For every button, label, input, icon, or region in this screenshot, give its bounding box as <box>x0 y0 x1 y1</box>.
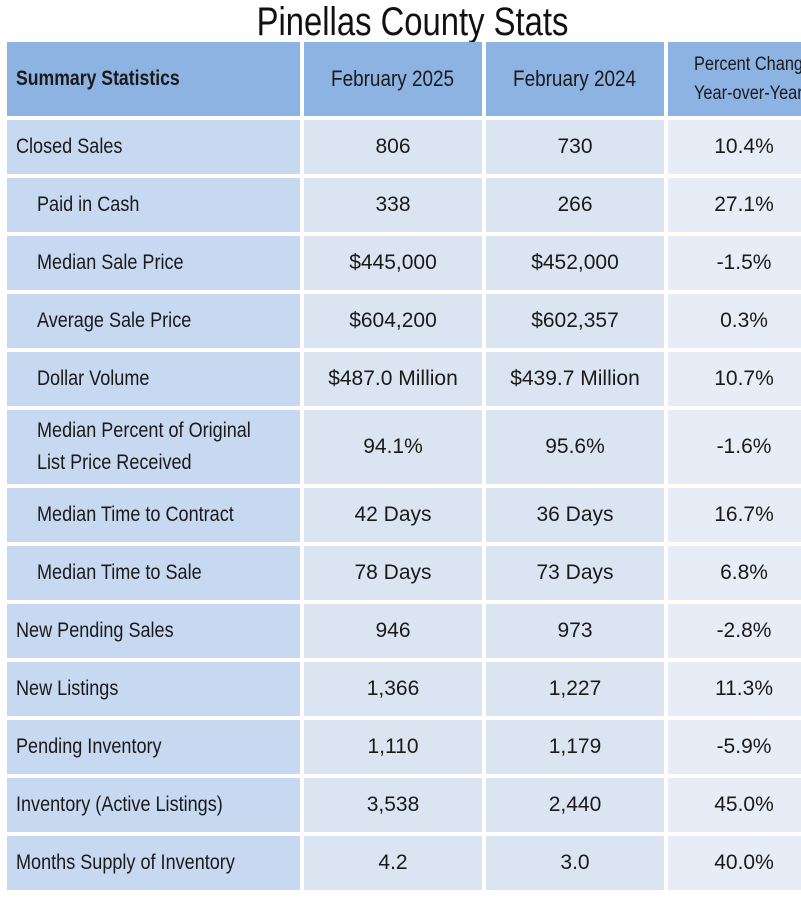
table-row: Median Time to Sale 78 Days 73 Days 6.8% <box>7 546 801 600</box>
value-percent-change: -2.8% <box>668 604 801 658</box>
value-percent-change: 10.7% <box>668 352 801 406</box>
value-february-2024: 36 Days <box>486 488 664 542</box>
table-row: Median Percent of Original List Price Re… <box>7 410 801 484</box>
value-percent-change: 11.3% <box>668 662 801 716</box>
row-label: Average Sale Price <box>7 294 300 348</box>
table-row: Closed Sales 806 730 10.4% <box>7 120 801 174</box>
value-february-2024: 2,440 <box>486 778 664 832</box>
header-february-2025: February 2025 <box>304 42 482 116</box>
value-percent-change: -1.5% <box>668 236 801 290</box>
row-label: Median Percent of Original List Price Re… <box>7 410 300 484</box>
value-february-2025: 338 <box>304 178 482 232</box>
value-february-2025: $445,000 <box>304 236 482 290</box>
value-february-2025: 1,366 <box>304 662 482 716</box>
table-row: New Listings 1,366 1,227 11.3% <box>7 662 801 716</box>
table-row: Inventory (Active Listings) 3,538 2,440 … <box>7 778 801 832</box>
value-percent-change: 27.1% <box>668 178 801 232</box>
value-percent-change: -1.6% <box>668 410 801 484</box>
value-february-2025: 78 Days <box>304 546 482 600</box>
table-row: Dollar Volume $487.0 Million $439.7 Mill… <box>7 352 801 406</box>
header-percent-change: Percent Change Year-over-Year <box>668 42 801 116</box>
row-label: New Listings <box>7 662 300 716</box>
value-february-2024: 730 <box>486 120 664 174</box>
row-label: Median Time to Contract <box>7 488 300 542</box>
row-label: Median Time to Sale <box>7 546 300 600</box>
value-percent-change: 16.7% <box>668 488 801 542</box>
summary-statistics-table: Summary Statistics February 2025 Februar… <box>7 42 801 894</box>
row-label: Inventory (Active Listings) <box>7 778 300 832</box>
value-percent-change: 45.0% <box>668 778 801 832</box>
value-february-2024: 3.0 <box>486 836 664 890</box>
value-percent-change: 6.8% <box>668 546 801 600</box>
value-february-2025: 42 Days <box>304 488 482 542</box>
table-row: Paid in Cash 338 266 27.1% <box>7 178 801 232</box>
value-february-2025: 4.2 <box>304 836 482 890</box>
value-february-2024: 1,179 <box>486 720 664 774</box>
value-february-2024: 95.6% <box>486 410 664 484</box>
page-title: Pinellas County Stats <box>256 0 569 44</box>
value-february-2024: $602,357 <box>486 294 664 348</box>
row-label: New Pending Sales <box>7 604 300 658</box>
table-row: Months Supply of Inventory 4.2 3.0 40.0% <box>7 836 801 890</box>
value-percent-change: 40.0% <box>668 836 801 890</box>
value-february-2025: 3,538 <box>304 778 482 832</box>
header-summary-statistics: Summary Statistics <box>7 42 300 116</box>
table-row: Median Time to Contract 42 Days 36 Days … <box>7 488 801 542</box>
row-label: Dollar Volume <box>7 352 300 406</box>
table-row: Median Sale Price $445,000 $452,000 -1.5… <box>7 236 801 290</box>
value-february-2024: 973 <box>486 604 664 658</box>
value-february-2025: 94.1% <box>304 410 482 484</box>
row-label: Months Supply of Inventory <box>7 836 300 890</box>
table-row: New Pending Sales 946 973 -2.8% <box>7 604 801 658</box>
value-february-2025: $604,200 <box>304 294 482 348</box>
row-label: Median Sale Price <box>7 236 300 290</box>
value-february-2025: 946 <box>304 604 482 658</box>
value-percent-change: 10.4% <box>668 120 801 174</box>
value-february-2024: $452,000 <box>486 236 664 290</box>
value-percent-change: -5.9% <box>668 720 801 774</box>
value-february-2024: 266 <box>486 178 664 232</box>
value-february-2025: 806 <box>304 120 482 174</box>
value-february-2024: 73 Days <box>486 546 664 600</box>
table-row: Pending Inventory 1,110 1,179 -5.9% <box>7 720 801 774</box>
row-label: Paid in Cash <box>7 178 300 232</box>
table-row: Average Sale Price $604,200 $602,357 0.3… <box>7 294 801 348</box>
value-february-2024: 1,227 <box>486 662 664 716</box>
row-label: Pending Inventory <box>7 720 300 774</box>
table-header-row: Summary Statistics February 2025 Februar… <box>7 42 801 116</box>
value-february-2024: $439.7 Million <box>486 352 664 406</box>
row-label: Closed Sales <box>7 120 300 174</box>
value-february-2025: 1,110 <box>304 720 482 774</box>
header-february-2024: February 2024 <box>486 42 664 116</box>
value-february-2025: $487.0 Million <box>304 352 482 406</box>
value-percent-change: 0.3% <box>668 294 801 348</box>
